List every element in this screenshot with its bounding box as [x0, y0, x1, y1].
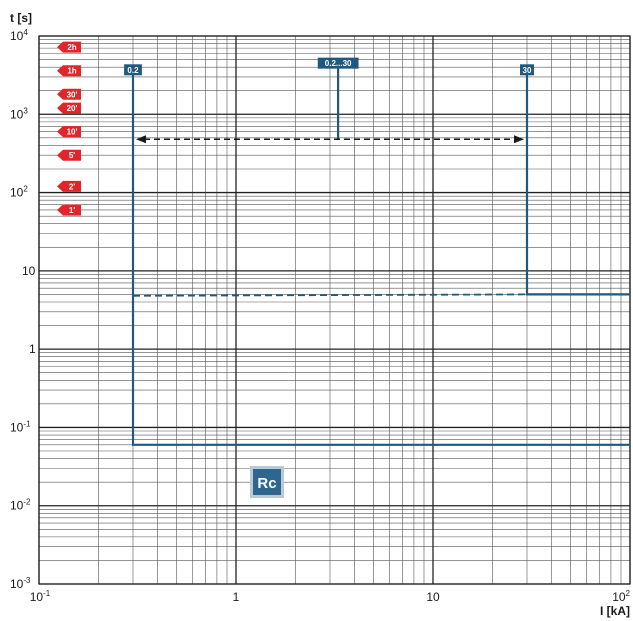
time-flag: 2h — [57, 41, 81, 53]
curve-tag: 30 — [519, 64, 534, 76]
curve-tag-box — [317, 57, 359, 69]
x-tick-exponent: 2 — [626, 589, 631, 598]
x-axis-label: I [kA] — [600, 604, 630, 618]
time-flag-label: 5' — [69, 151, 75, 160]
time-flag-shape — [57, 204, 81, 216]
y-tick-base: 10 — [10, 499, 24, 513]
y-tick-label: 1 — [29, 342, 36, 356]
y-tick-exponent: 4 — [23, 28, 28, 37]
x-tick-base: 10 — [426, 590, 440, 604]
y-tick-label: 10-2 — [10, 498, 31, 513]
y-tick-base: 10 — [10, 186, 24, 200]
y-tick-label: 10 — [22, 264, 36, 278]
trip-curve-1 — [131, 67, 630, 446]
y-tick-base: 1 — [29, 342, 36, 356]
y-tick-label: 102 — [10, 185, 28, 200]
curve-tag: 0.2...30 — [317, 57, 359, 69]
x-tick-label: 10-1 — [30, 589, 51, 604]
y-tick-exponent: -2 — [23, 498, 31, 507]
curve-tag: 0.2 — [124, 64, 142, 76]
y-tick-exponent: -3 — [23, 576, 31, 585]
curve-tag-label: 0.2 — [127, 66, 139, 75]
time-flag-label: 1h — [67, 67, 76, 76]
y-tick-base: 10 — [10, 107, 24, 121]
time-flag: 10' — [57, 126, 81, 138]
time-flag-label: 2h — [67, 43, 76, 52]
arrow-right-head — [513, 135, 524, 144]
time-flag: 1h — [57, 65, 81, 77]
time-flags: 2h 1h 30' 20' 10' 5' 2' 1' — [57, 41, 81, 216]
curve-tag-label: 0.2...30 — [325, 59, 352, 68]
x-tick-label: 1 — [233, 590, 240, 604]
time-flag-shape — [57, 65, 81, 77]
y-tick-label: 10-1 — [10, 419, 31, 434]
curve-annotations: 0.2 0.2...30 30 — [124, 57, 534, 76]
time-flag-label: 30' — [67, 90, 78, 99]
time-flag: 5' — [57, 149, 81, 161]
time-flag-shape — [57, 41, 81, 53]
curve-tag-box — [519, 64, 534, 76]
time-flag: 30' — [57, 88, 81, 100]
x-tick-labels: 10-1 1 10 102 — [30, 589, 631, 604]
y-tick-label: 104 — [10, 28, 28, 43]
time-flag-label: 2' — [69, 182, 75, 191]
x-tick-base: 10 — [30, 590, 44, 604]
y-tick-base: 10 — [22, 264, 36, 278]
trip-curve-2 — [525, 67, 630, 296]
time-flag-shape — [57, 102, 81, 114]
plot-frame — [38, 35, 631, 585]
time-flag-label: 20' — [67, 104, 78, 113]
x-tick-label: 102 — [612, 589, 630, 604]
x-tick-label: 10 — [426, 590, 440, 604]
time-flag-shape — [57, 180, 81, 192]
time-flag-shape — [57, 149, 81, 161]
time-flag: 1' — [57, 204, 81, 216]
plot-border — [38, 35, 631, 585]
y-tick-exponent: 3 — [23, 106, 28, 115]
y-tick-base: 10 — [10, 420, 24, 434]
time-flag: 20' — [57, 102, 81, 114]
y-tick-base: 10 — [10, 577, 24, 591]
setting-range-arrow — [135, 135, 524, 144]
curve-tag-label: 30 — [523, 66, 532, 75]
y-tick-exponent: -1 — [23, 419, 31, 428]
y-axis-label: t [s] — [10, 11, 32, 25]
time-flag-label: 10' — [67, 128, 78, 137]
x-tick-base: 1 — [233, 590, 240, 604]
y-tick-base: 10 — [10, 29, 24, 43]
x-tick-exponent: -1 — [43, 589, 51, 598]
y-tick-label: 10-3 — [10, 576, 31, 591]
time-flag-label: 1' — [69, 206, 75, 215]
grid — [38, 35, 631, 585]
curves — [131, 67, 630, 446]
rc-badge-face — [253, 469, 281, 495]
rc-badge-label: Rc — [257, 475, 276, 492]
y-tick-label: 103 — [10, 106, 28, 121]
arrow-left-head — [135, 135, 146, 144]
time-flag-shape — [57, 126, 81, 138]
rc-badge: Rc — [250, 466, 284, 498]
y-tick-exponent: 2 — [23, 185, 28, 194]
time-flag-shape — [57, 88, 81, 100]
curve-tag-box — [124, 64, 142, 76]
x-tick-base: 10 — [612, 590, 626, 604]
time-flag: 2' — [57, 180, 81, 192]
